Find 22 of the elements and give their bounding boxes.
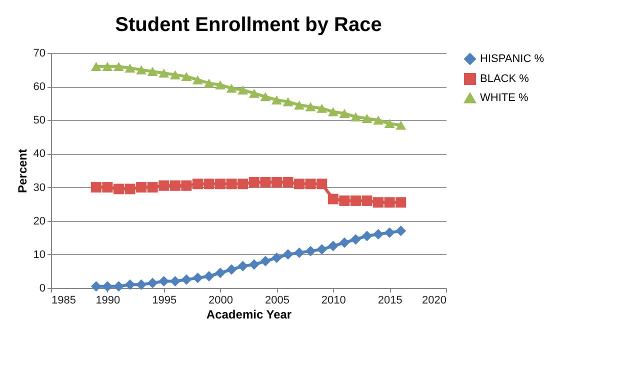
x-tick-label: 2005 — [264, 294, 290, 306]
x-tick-label: 2000 — [208, 294, 234, 306]
y-tick-label: 10 — [33, 248, 46, 261]
y-tick-label: 20 — [33, 215, 46, 228]
x-tick-label: 2015 — [378, 294, 402, 306]
x-tick-label: 1990 — [96, 294, 120, 306]
y-axis-title: Percent — [15, 148, 30, 194]
x-tick-label: 2010 — [321, 294, 346, 306]
x-tick-label: 2020 — [422, 294, 446, 306]
x-axis-title: Academic Year — [206, 308, 292, 322]
legend-label: WHITE % — [480, 92, 528, 104]
y-tick-label: 60 — [33, 81, 46, 94]
y-tick-label: 40 — [33, 148, 46, 160]
chart-title: Student Enrollment by Race — [115, 14, 382, 36]
y-tick-label: 0 — [39, 282, 46, 294]
x-tick-label: 1985 — [52, 294, 76, 306]
y-tick-label: 30 — [33, 182, 46, 194]
legend-label: HISPANIC % — [480, 53, 544, 65]
y-tick-label: 50 — [33, 114, 46, 127]
legend-label: BLACK % — [480, 73, 530, 85]
y-tick-label: 70 — [33, 48, 46, 60]
x-tick-label: 1995 — [152, 294, 177, 306]
